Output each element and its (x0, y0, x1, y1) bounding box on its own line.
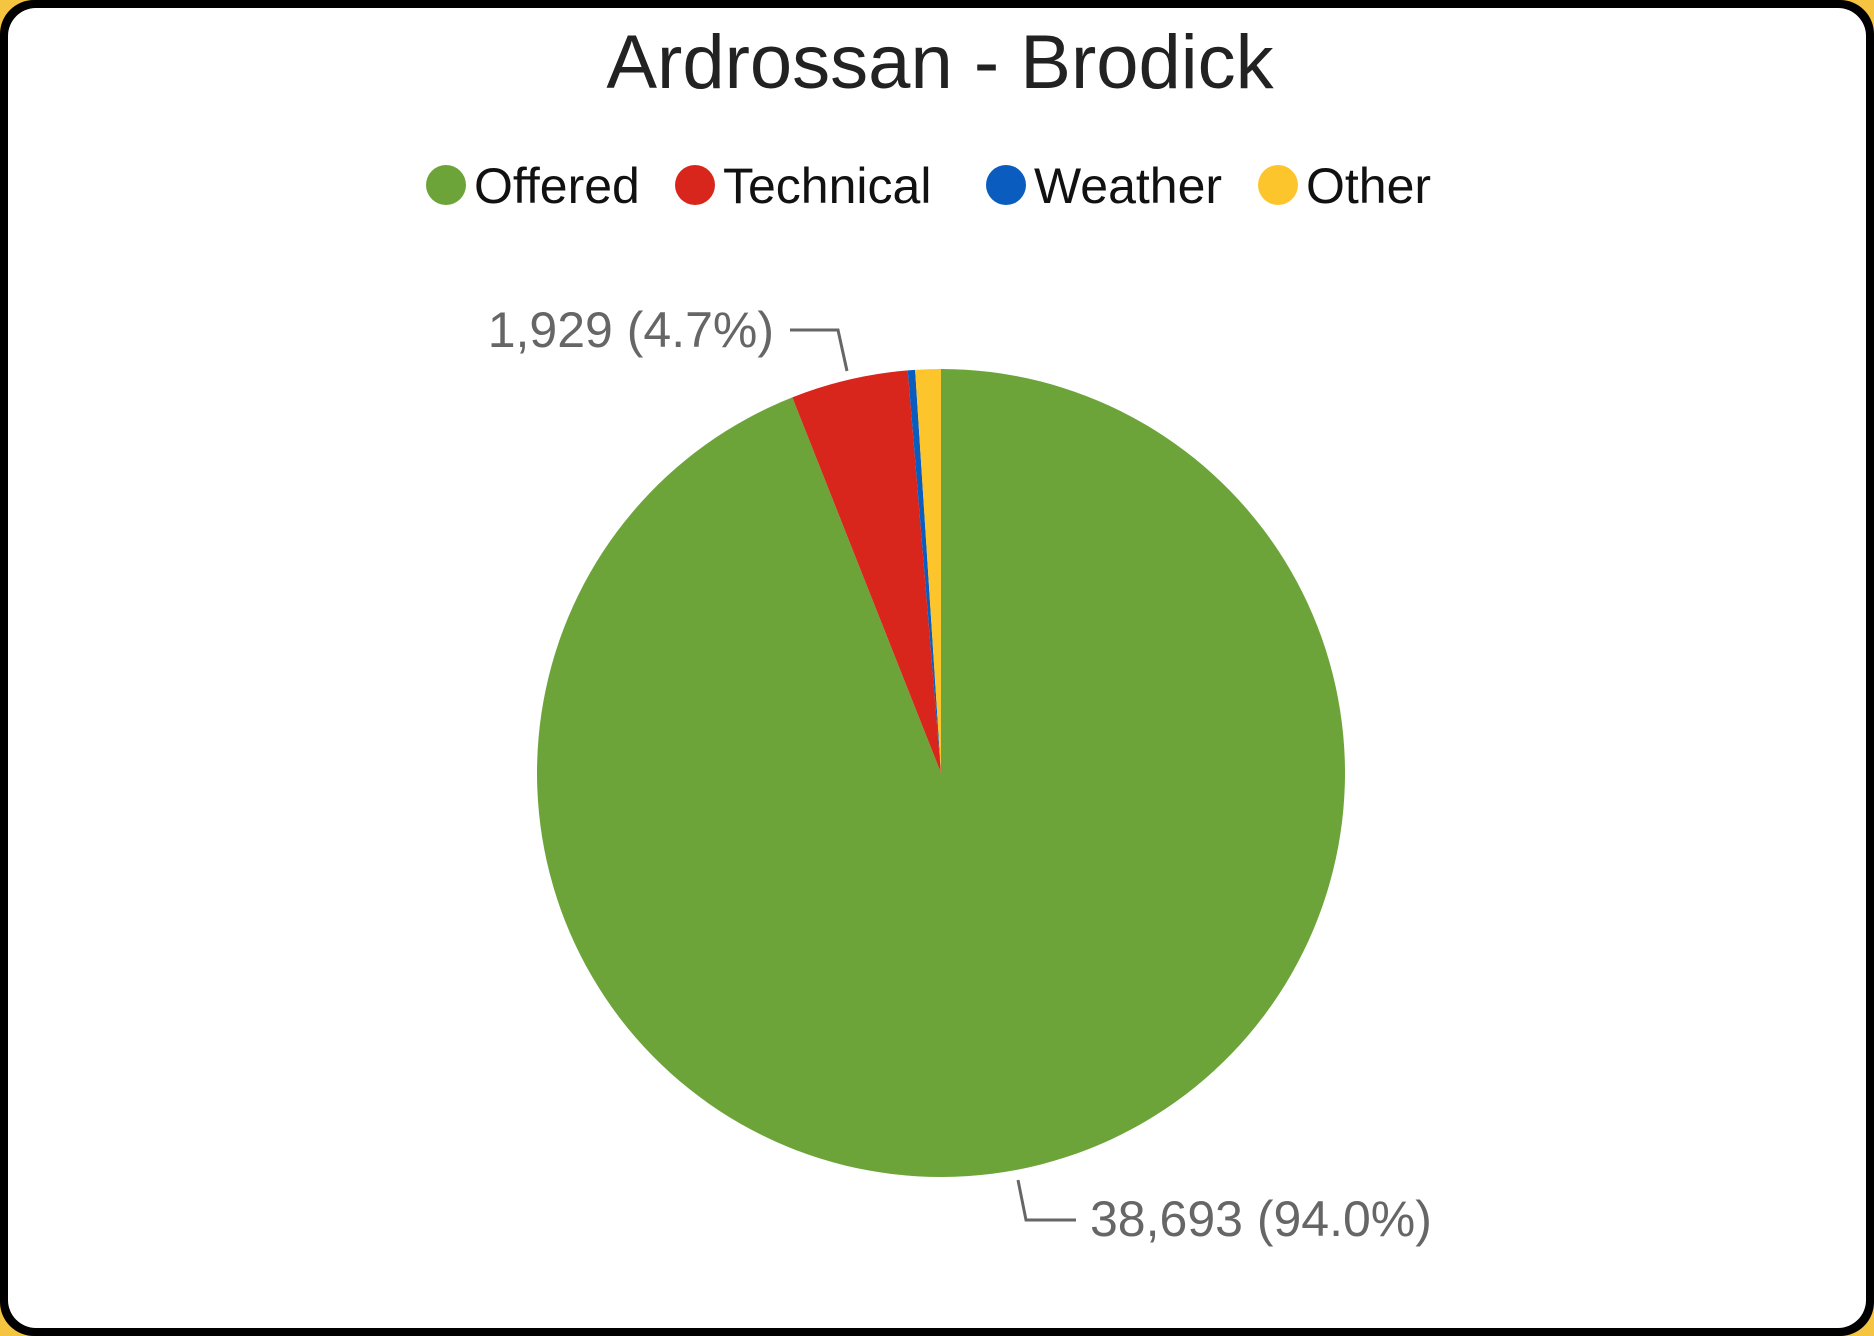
pie-slice-weather (907, 369, 941, 773)
legend-marker-other (1258, 165, 1298, 205)
pie-slice-technical (792, 370, 941, 773)
data-label-offered: 38,693 (94.0%) (1090, 1191, 1432, 1247)
legend-label-weather: Weather (1034, 158, 1222, 214)
chart-title: Ardrossan - Brodick (606, 20, 1274, 105)
leader-line-offered (1016, 1179, 1076, 1222)
legend-label-offered: Offered (474, 158, 640, 214)
legend: Offered Technical Weather Other (426, 158, 1431, 214)
legend-marker-technical (675, 165, 715, 205)
legend-label-technical: Technical (723, 158, 931, 214)
data-labels: 38,693 (94.0%) 1,929 (4.7%) (488, 302, 1432, 1247)
legend-marker-offered (426, 165, 466, 205)
data-label-technical: 1,929 (4.7%) (488, 302, 774, 358)
leader-line-technical (790, 328, 849, 372)
pie-slice-other (915, 369, 941, 773)
pie-slices (536, 369, 1345, 1177)
legend-marker-weather (986, 165, 1026, 205)
legend-label-other: Other (1306, 158, 1431, 214)
